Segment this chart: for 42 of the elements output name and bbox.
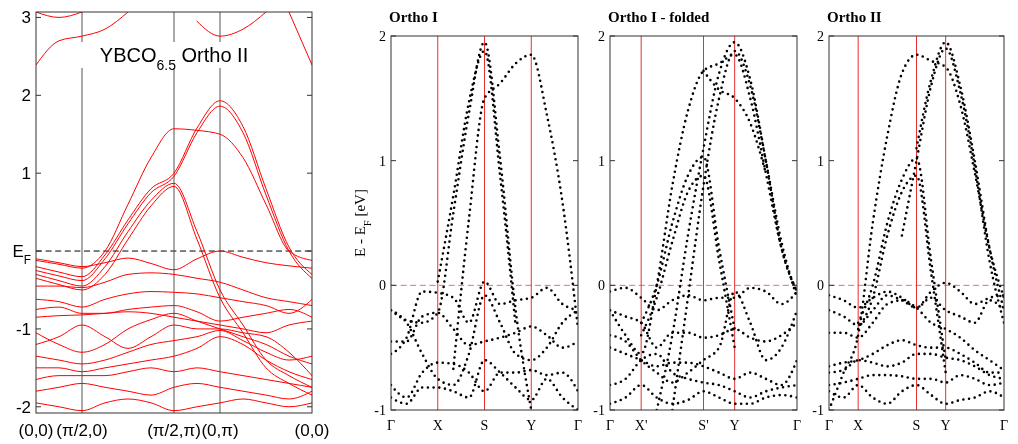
x-tick-label: X: [853, 418, 864, 433]
y-tick-label: 3: [21, 8, 31, 28]
text: YBCO$_{6.5}$ Ortho II: [99, 44, 249, 73]
y-tick-label: -1: [374, 402, 386, 418]
x-tick-label: Y: [526, 418, 537, 433]
x-tick-label: (0,0): [294, 421, 330, 440]
x-tick-label: (π/2,π): [147, 421, 201, 440]
x-tick-label: Γ: [573, 418, 583, 433]
y-tick-label: 0: [817, 278, 824, 294]
x-tick-label: Γ: [792, 418, 802, 433]
x-tick-label: Γ: [605, 418, 615, 433]
x-tick-label: X: [432, 418, 443, 433]
y-tick-label: -1: [15, 319, 31, 339]
x-tick-label: X': [634, 418, 648, 433]
y-tick-label: 0: [598, 278, 605, 294]
y-tick-label: 2: [21, 86, 31, 106]
chart-title: Ortho II: [827, 9, 882, 25]
x-tick-label: S: [912, 418, 921, 433]
y-tick-label: 1: [379, 153, 386, 169]
y-tick-label: -1: [593, 402, 605, 418]
x-tick-label: Γ: [386, 418, 396, 433]
y-tick-label: 2: [598, 28, 605, 44]
chart-title: Ortho I - folded: [608, 9, 710, 25]
x-tick-label: (0,0): [18, 421, 54, 440]
y-tick-label: 1: [21, 164, 31, 184]
y-tick-label: 2: [379, 28, 386, 44]
x-tick-label: (π/2,0): [56, 421, 108, 440]
x-tick-label: Y: [729, 418, 740, 433]
y-tick-label: 0: [379, 278, 386, 294]
x-tick-label: S: [480, 418, 489, 433]
x-tick-label: S': [698, 418, 709, 433]
y-tick-label: 1: [817, 153, 824, 169]
y-tick-label: E$_{F}$: [12, 241, 31, 267]
y-tick-label: 1: [598, 153, 605, 169]
x-tick-label: (0,π): [201, 421, 239, 440]
y-tick-label: -1: [812, 402, 824, 418]
x-tick-label: Y: [940, 418, 951, 433]
x-tick-label: Γ: [824, 418, 834, 433]
x-tick-label: Γ: [999, 418, 1009, 433]
y-tick-label: 2: [817, 28, 824, 44]
chart-title: Ortho I: [389, 9, 438, 25]
y-tick-label: -2: [15, 397, 31, 417]
